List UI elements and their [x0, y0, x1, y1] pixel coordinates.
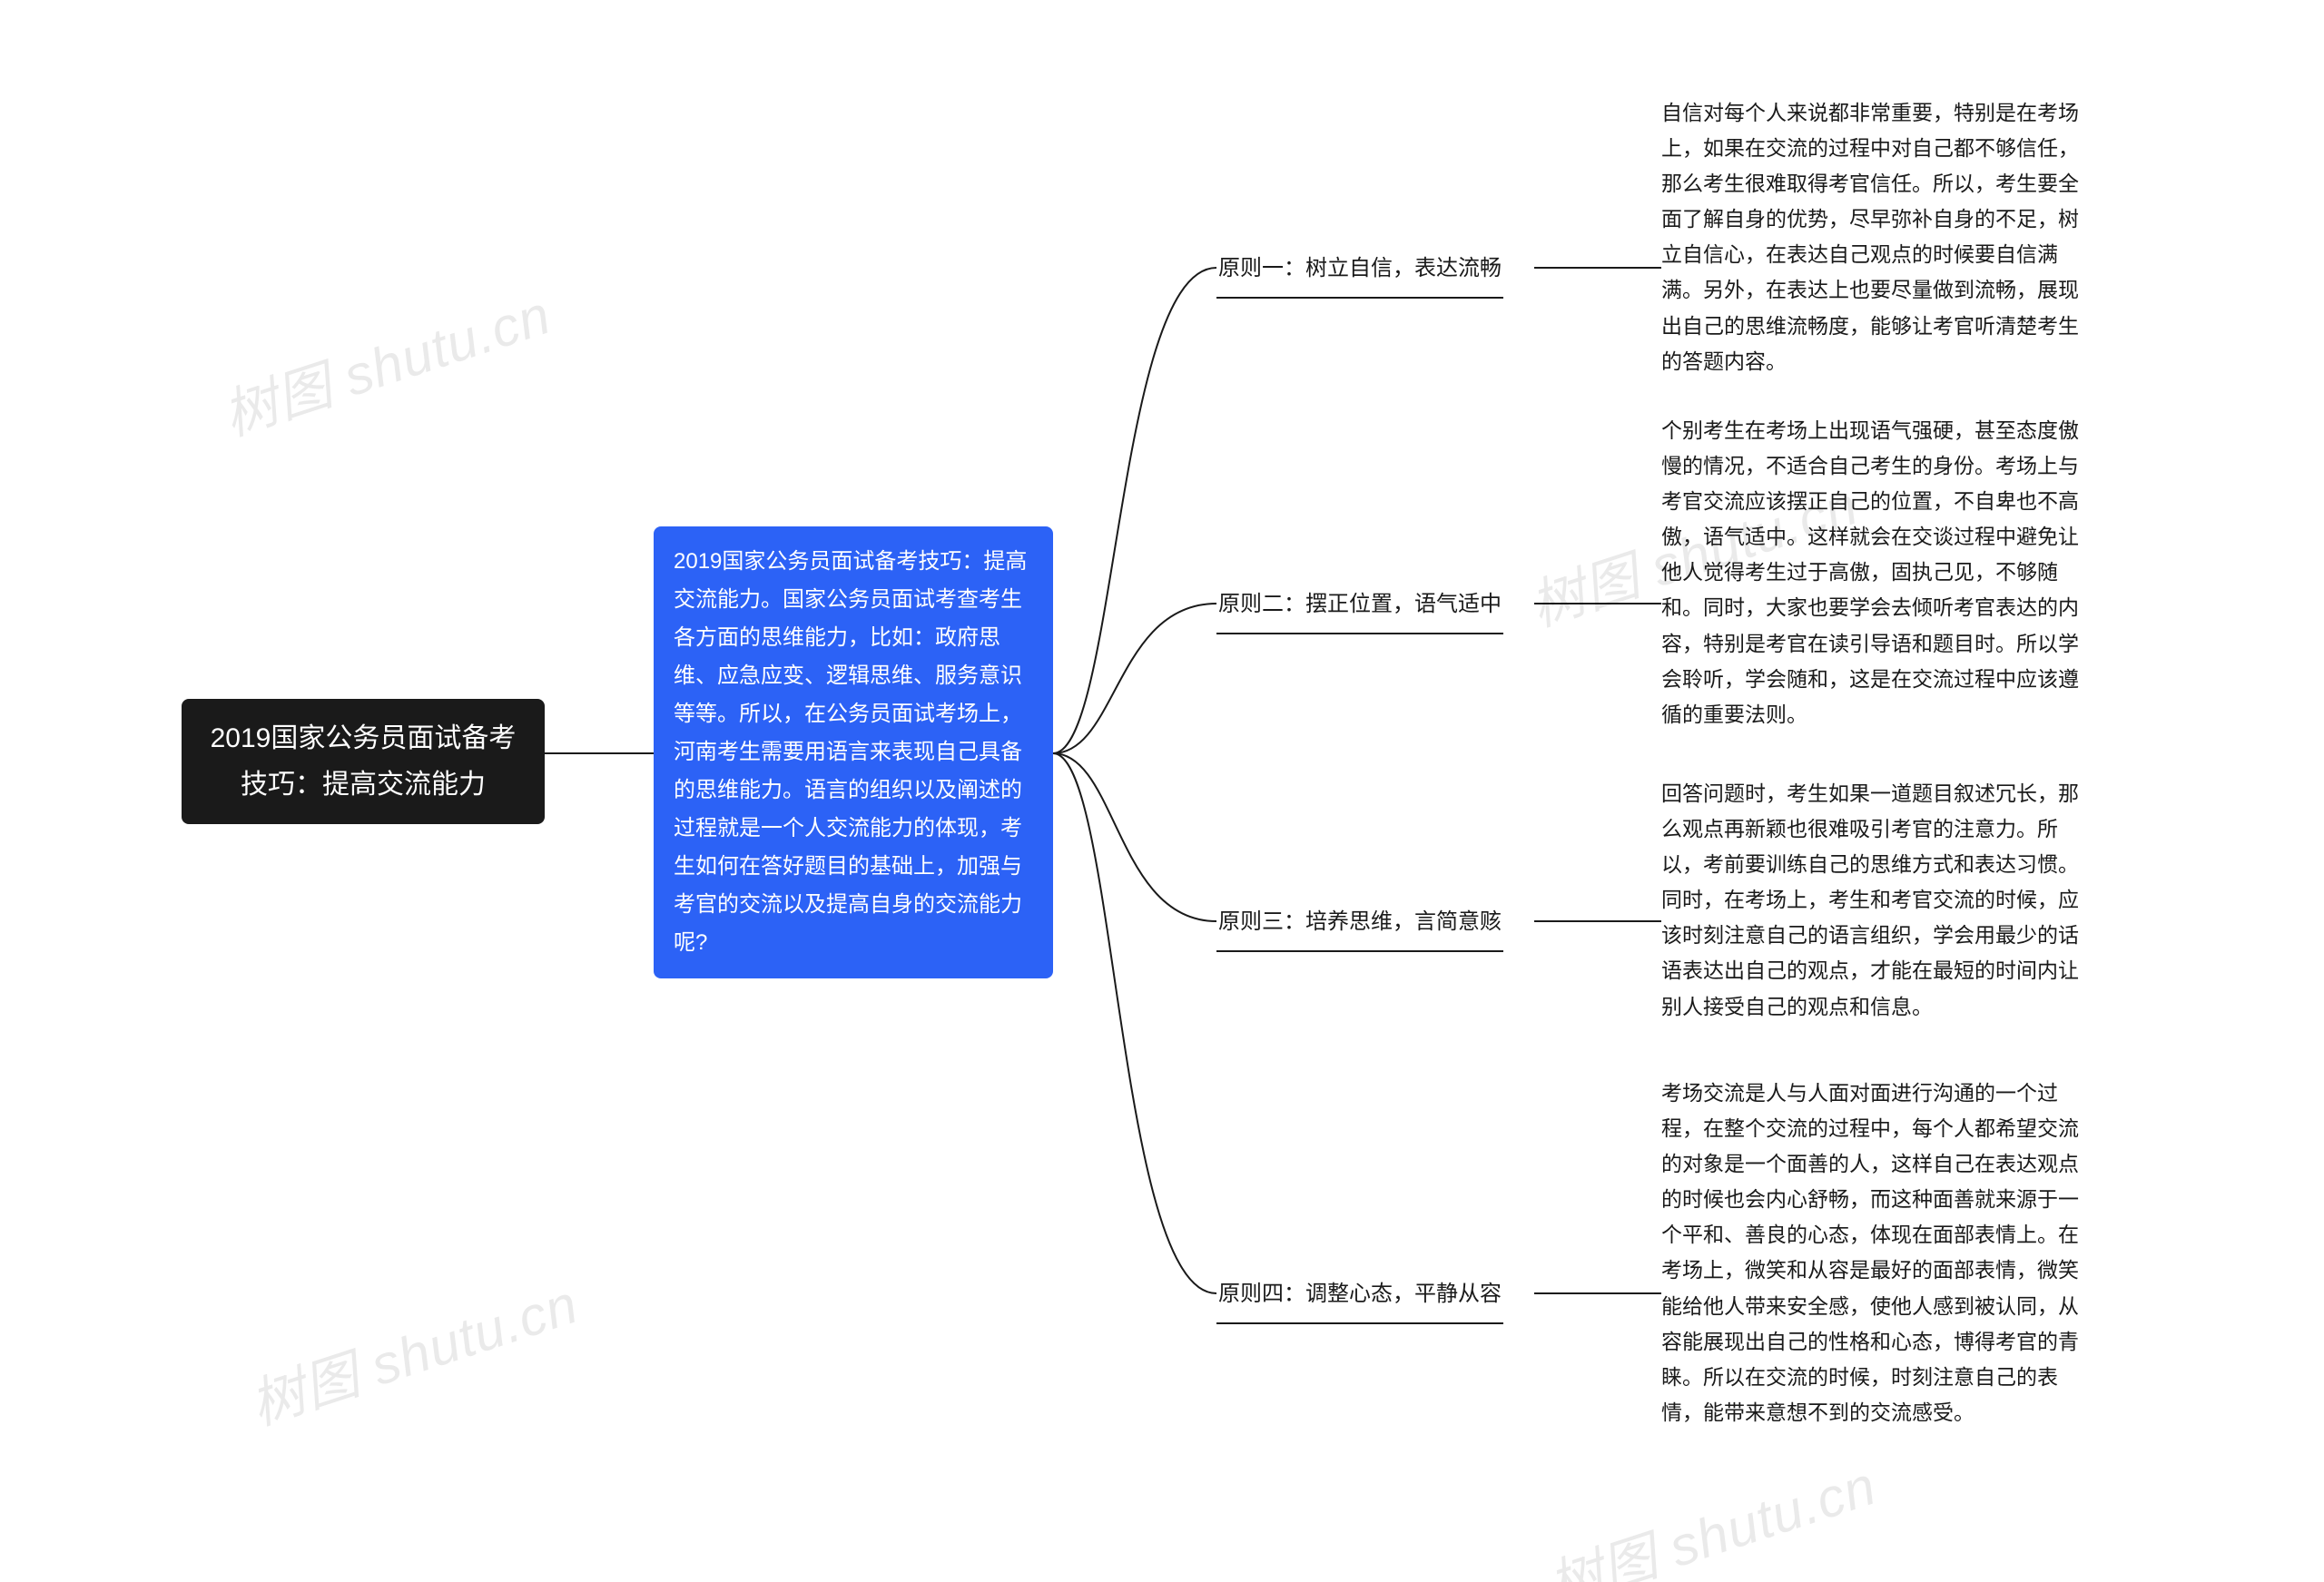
root-title-line2: 技巧：提高交流能力 — [241, 770, 486, 800]
principle-label: 原则二：摆正位置，语气适中 — [1218, 592, 1502, 616]
principle-label: 原则一：树立自信，表达流畅 — [1218, 256, 1502, 280]
watermark: 树图 shutu.cn — [212, 271, 559, 451]
watermark: 树图 shutu.cn — [239, 1261, 586, 1440]
detail-text: 个别考生在考场上出现语气强硬，甚至态度傲慢的情况，不适合自己考生的身份。考场上与… — [1661, 418, 2079, 726]
principle-detail-1: 自信对每个人来说都非常重要，特别是在考场上，如果在交流的过程中对自己都不够信任，… — [1661, 95, 2097, 379]
principle-detail-4: 考场交流是人与人面对面进行沟通的一个过程，在整个交流的过程中，每个人都希望交流的… — [1661, 1076, 2097, 1430]
principle-detail-3: 回答问题时，考生如果一道题目叙述冗长，那么观点再新颖也很难吸引考官的注意力。所以… — [1661, 776, 2097, 1025]
principle-detail-2: 个别考生在考场上出现语气强硬，甚至态度傲慢的情况，不适合自己考生的身份。考场上与… — [1661, 413, 2097, 732]
watermark: 树图 shutu.cn — [1537, 1442, 1885, 1582]
principle-node-3[interactable]: 原则三：培养思维，言简意赅 — [1216, 899, 1503, 952]
principle-label: 原则三：培养思维，言简意赅 — [1218, 909, 1502, 934]
principle-label: 原则四：调整心态，平静从容 — [1218, 1282, 1502, 1306]
intro-text: 2019国家公务员面试备考技巧：提高交流能力。国家公务员面试考查考生各方面的思维… — [674, 549, 1027, 955]
root-title-line1: 2019国家公务员面试备考 — [211, 723, 517, 753]
detail-text: 回答问题时，考生如果一道题目叙述冗长，那么观点再新颖也很难吸引考官的注意力。所以… — [1661, 781, 2079, 1018]
intro-node[interactable]: 2019国家公务员面试备考技巧：提高交流能力。国家公务员面试考查考生各方面的思维… — [654, 526, 1053, 978]
detail-text: 考场交流是人与人面对面进行沟通的一个过程，在整个交流的过程中，每个人都希望交流的… — [1661, 1081, 2079, 1424]
detail-text: 自信对每个人来说都非常重要，特别是在考场上，如果在交流的过程中对自己都不够信任，… — [1661, 101, 2079, 373]
principle-node-1[interactable]: 原则一：树立自信，表达流畅 — [1216, 245, 1503, 299]
principle-node-2[interactable]: 原则二：摆正位置，语气适中 — [1216, 581, 1503, 634]
root-node[interactable]: 2019国家公务员面试备考 技巧：提高交流能力 — [182, 699, 545, 824]
principle-node-4[interactable]: 原则四：调整心态，平静从容 — [1216, 1271, 1503, 1324]
